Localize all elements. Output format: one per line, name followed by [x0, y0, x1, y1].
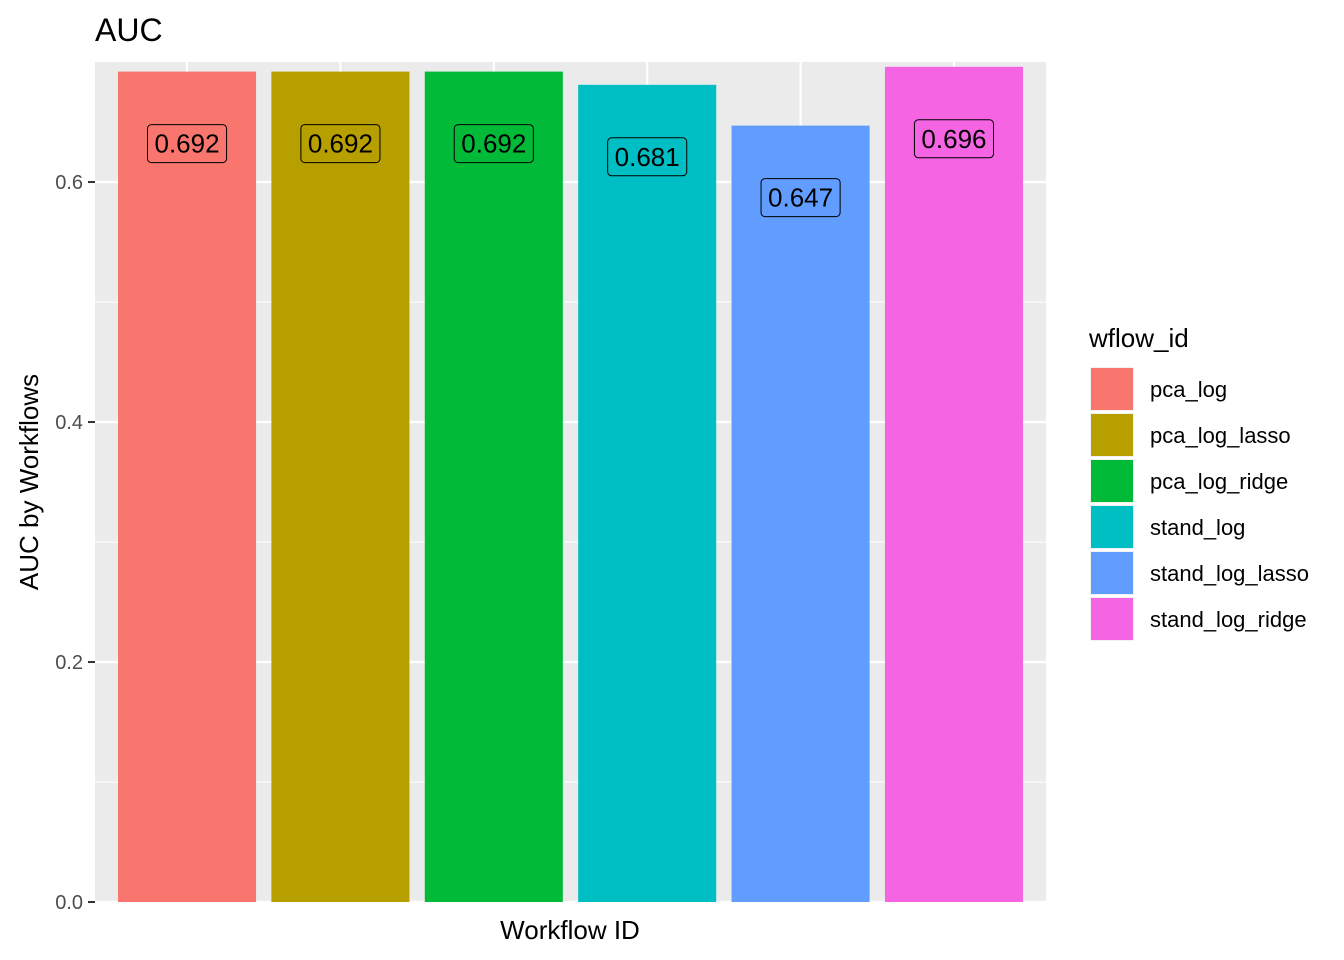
bar-pca_log: [118, 71, 257, 903]
bar-stand_log_ridge: [884, 66, 1023, 903]
legend-title: wflow_id: [1088, 323, 1189, 353]
chart-title: AUC: [95, 12, 163, 48]
legend-label-pca_log_lasso: pca_log_lasso: [1150, 423, 1291, 448]
legend-label-stand_log_ridge: stand_log_ridge: [1150, 607, 1307, 632]
data-label-pca_log: 0.692: [154, 129, 219, 159]
data-label-box: [607, 137, 688, 177]
data-labels: 0.692 0.692 0.692 0.681 0.647 0.696: [146, 119, 995, 218]
y-axis: 0.0 0.2 0.4 0.6: [55, 172, 95, 914]
legend-label-pca_log_ridge: pca_log_ridge: [1150, 469, 1288, 494]
legend: wflow_id pca_log pca_log_lasso pca_log_rid…: [1088, 323, 1309, 641]
data-label-pca_log_ridge: 0.692: [461, 129, 526, 159]
legend-swatch-stand_log_lasso: [1091, 552, 1133, 594]
legend-swatch-stand_log: [1091, 506, 1133, 548]
data-label-box: [146, 124, 228, 164]
legend-swatch-pca_log: [1091, 368, 1133, 410]
legend-swatch-pca_log_lasso: [1091, 414, 1133, 456]
bar-stand_log_lasso: [731, 125, 870, 903]
bar-pca_log_ridge: [424, 71, 563, 903]
data-label-stand_log: 0.681: [615, 142, 680, 172]
legend-swatch-stand_log_ridge: [1091, 598, 1133, 640]
data-label-box: [300, 124, 381, 164]
legend-label-pca_log: pca_log: [1150, 377, 1227, 402]
data-label-box: [453, 124, 534, 164]
x-axis-title: Workflow ID: [500, 915, 640, 945]
y-tick-label: 0.4: [55, 412, 83, 434]
bar-pca_log_lasso: [271, 71, 410, 903]
data-label-pca_log_lasso: 0.692: [308, 129, 373, 159]
legend-items: pca_log pca_log_lasso pca_log_ridge stand_l…: [1090, 367, 1309, 641]
y-tick-label: 0.0: [55, 892, 83, 914]
y-tick-label: 0.2: [55, 652, 83, 674]
y-axis-title: AUC by Workflows: [14, 374, 44, 590]
data-label-box: [913, 119, 995, 159]
y-tick-label: 0.6: [55, 172, 83, 194]
legend-swatch-pca_log_ridge: [1091, 460, 1133, 502]
data-label-stand_log_lasso: 0.647: [768, 183, 833, 213]
legend-label-stand_log_lasso: stand_log_lasso: [1150, 561, 1309, 586]
data-label-stand_log_ridge: 0.696: [921, 124, 986, 154]
bars: [118, 66, 1023, 903]
bar-stand_log: [578, 84, 717, 903]
legend-label-stand_log: stand_log: [1150, 515, 1245, 540]
data-label-box: [760, 178, 841, 218]
